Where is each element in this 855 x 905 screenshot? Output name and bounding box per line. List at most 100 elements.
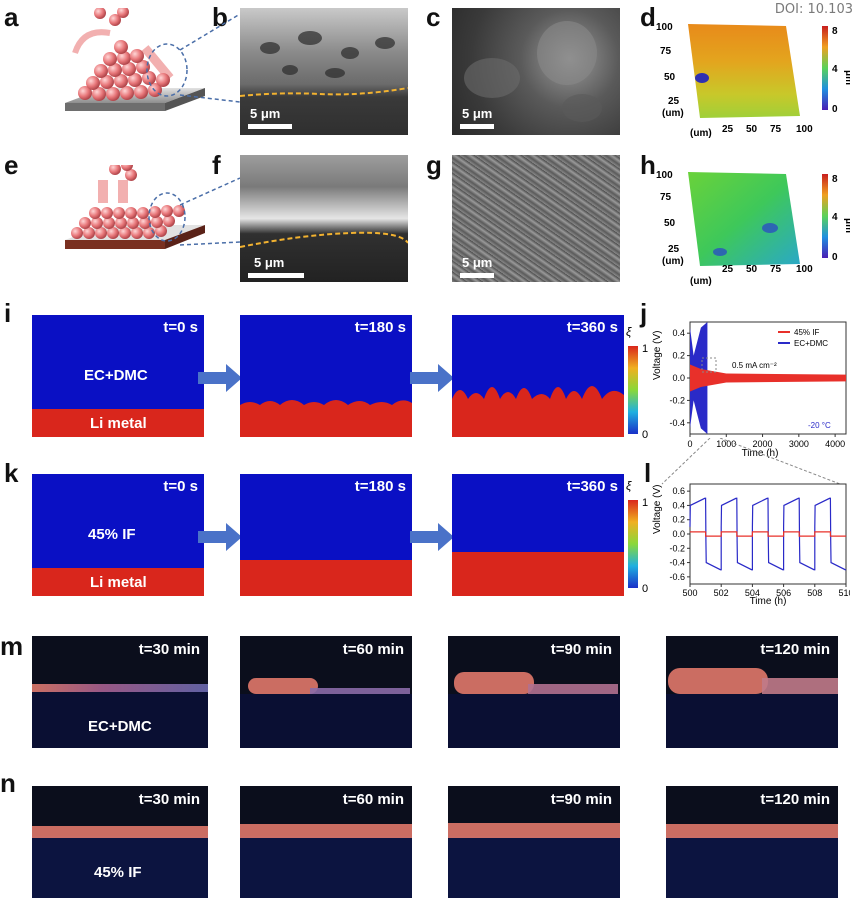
afm-h-yunit: (um) bbox=[662, 256, 684, 267]
video-n-label-if: 45% IF bbox=[94, 864, 142, 881]
afm-d-ytick-100: 100 bbox=[656, 22, 673, 33]
afm-d-cbar-4: 4 bbox=[832, 64, 838, 75]
doi-text: DOI: 10.103 bbox=[774, 2, 853, 17]
chart-j-ytick-label: -0.4 bbox=[669, 418, 685, 428]
sem-image-f: 5 μm bbox=[240, 155, 408, 282]
zoom-ellipse bbox=[146, 43, 188, 97]
chart-j-legend-ec: EC+DMC bbox=[794, 339, 828, 348]
video-m-60-time: t=60 min bbox=[342, 641, 404, 658]
arrow-k-1 bbox=[198, 523, 242, 551]
chart-j-annotation-temp: -20 °C bbox=[808, 421, 831, 430]
sim-i-label-ec: EC+DMC bbox=[84, 367, 148, 384]
afm-h-ytick-50: 50 bbox=[664, 218, 676, 229]
zoom-lines-a bbox=[179, 13, 241, 103]
sem-image-b: 5 μm bbox=[240, 8, 408, 135]
afm-d-xtick-25: 25 bbox=[722, 124, 734, 135]
chart-l-ytick-label: -0.4 bbox=[669, 558, 685, 568]
chart-l-xtick-label: 510 bbox=[838, 588, 850, 598]
panel-label-n: n bbox=[0, 768, 16, 798]
chart-j-annotation-current: 0.5 mA cm⁻² bbox=[732, 361, 777, 370]
sim-i-cbar-symbol: ξ bbox=[626, 325, 632, 339]
afm-h-xunit: (um) bbox=[690, 276, 712, 287]
panel-label-f: f bbox=[212, 150, 221, 180]
afm-h-ytick-25: 25 bbox=[668, 244, 680, 255]
afm-map-h: 100 75 50 25 (um) (um) 25 50 75 100 8 4 … bbox=[656, 170, 850, 287]
chart-j-series-45-if bbox=[690, 364, 846, 392]
chart-l-ytick-label: -0.6 bbox=[669, 572, 685, 582]
panel-label-a: a bbox=[4, 2, 19, 32]
sim-k-cbar-1: 1 bbox=[642, 497, 648, 509]
sim-i-t180-time: t=180 s bbox=[354, 319, 406, 336]
chart-l-voltage-zoom: Voltage (V) Time (h) 0.6 0.4 0.2 0.0 -0.2 -0.… bbox=[652, 483, 850, 606]
afm-d-colorbar bbox=[822, 26, 828, 110]
afm-h-xtick-50: 50 bbox=[746, 264, 758, 275]
chart-j-ylabel: Voltage (V) bbox=[652, 331, 663, 380]
scalebar-label-g: 5 μm bbox=[462, 255, 493, 270]
video-n-30: t=30 min 45% IF bbox=[32, 786, 208, 898]
scalebar-label-f: 5 μm bbox=[254, 255, 285, 270]
arrow-i-1 bbox=[198, 364, 242, 392]
chart-l-ytick-label: 0.4 bbox=[672, 500, 685, 510]
afm-h-colorbar bbox=[822, 174, 828, 258]
sim-k-label-li: Li metal bbox=[90, 574, 147, 591]
panel-label-d: d bbox=[640, 2, 656, 32]
panel-label-h: h bbox=[640, 150, 656, 180]
chart-l-xtick-label: 506 bbox=[776, 588, 791, 598]
sphere-pile bbox=[78, 8, 170, 101]
chart-l-ytick-label: 0.2 bbox=[672, 515, 685, 525]
afm-d-xtick-50: 50 bbox=[746, 124, 758, 135]
schematic-dense-deposition bbox=[65, 165, 205, 249]
sim-i-t360-time: t=360 s bbox=[566, 319, 618, 336]
scalebar-label-b: 5 μm bbox=[250, 106, 281, 121]
chart-j-xtick-label: 0 bbox=[687, 439, 692, 449]
sim-i-t0: t=0 s EC+DMC Li metal bbox=[32, 315, 204, 437]
video-m-90-time: t=90 min bbox=[550, 641, 612, 658]
chart-j-ytick-label: -0.2 bbox=[669, 395, 685, 405]
sim-k-label-if: 45% IF bbox=[88, 526, 136, 543]
sim-k-cbar-symbol: ξ bbox=[626, 479, 632, 493]
chart-l-xtick-label: 508 bbox=[807, 588, 822, 598]
video-n-60: t=60 min bbox=[240, 786, 412, 898]
scalebar-f bbox=[248, 273, 304, 278]
afm-h-cbar-8: 8 bbox=[832, 174, 838, 185]
video-m-30: t=30 min EC+DMC bbox=[32, 636, 208, 748]
zoom-lines-e bbox=[179, 177, 241, 246]
afm-h-xtick-100: 100 bbox=[796, 264, 813, 275]
video-n-120: t=120 min bbox=[666, 786, 838, 898]
sim-i-cbar-1: 1 bbox=[642, 343, 648, 355]
sem-image-g: 5 μm bbox=[452, 155, 620, 282]
chart-l-xlabel: Time (h) bbox=[750, 596, 787, 606]
sim-k-t0: t=0 s 45% IF Li metal bbox=[32, 474, 204, 596]
video-n-90: t=90 min bbox=[448, 786, 620, 898]
panel-label-m: m bbox=[0, 631, 24, 661]
sim-k-colorbar: ξ 1 0 bbox=[626, 479, 648, 595]
afm-d-ytick-75: 75 bbox=[660, 46, 672, 57]
afm-h-xtick-75: 75 bbox=[770, 264, 782, 275]
arrow-i-2 bbox=[410, 364, 454, 392]
panel-label-j: j bbox=[640, 298, 648, 328]
video-m-label-ec: EC+DMC bbox=[88, 718, 152, 735]
afm-d-cbar-unit: μm bbox=[843, 70, 850, 85]
chart-j-xtick-label: 4000 bbox=[825, 439, 845, 449]
afm-d-yunit: (um) bbox=[662, 108, 684, 119]
chart-j-xtick-label: 1000 bbox=[716, 439, 736, 449]
chart-j-xtick-label: 3000 bbox=[789, 439, 809, 449]
video-n-30-time: t=30 min bbox=[138, 791, 200, 808]
sim-k-t0-time: t=0 s bbox=[163, 478, 198, 495]
panel-label-g: g bbox=[426, 150, 442, 180]
afm-h-ytick-75: 75 bbox=[660, 192, 672, 203]
video-m-60: t=60 min bbox=[240, 636, 412, 748]
panel-label-e: e bbox=[4, 150, 19, 180]
sim-i-cbar-0: 0 bbox=[642, 429, 648, 441]
scalebar-c bbox=[460, 124, 494, 129]
chart-l-xtick-label: 504 bbox=[745, 588, 760, 598]
afm-d-cbar-8: 8 bbox=[832, 26, 838, 37]
chart-l-xtick-label: 502 bbox=[714, 588, 729, 598]
afm-d-ytick-25: 25 bbox=[668, 96, 680, 107]
afm-d-xunit: (um) bbox=[690, 128, 712, 139]
afm-h-cbar-4: 4 bbox=[832, 212, 838, 223]
afm-h-xtick-25: 25 bbox=[722, 264, 734, 275]
sim-i-t0-time: t=0 s bbox=[163, 319, 198, 336]
sim-k-t180: t=180 s bbox=[240, 474, 412, 596]
sim-k-cbar-0: 0 bbox=[642, 583, 648, 595]
